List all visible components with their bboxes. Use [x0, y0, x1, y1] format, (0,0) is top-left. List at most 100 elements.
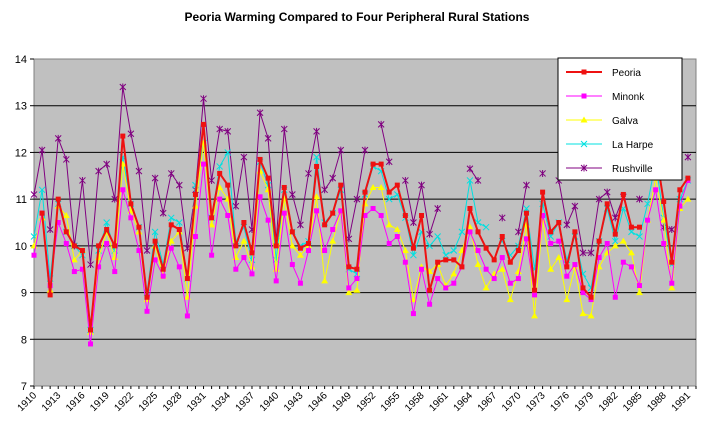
data-point — [288, 190, 296, 198]
y-tick-label: 8 — [21, 334, 27, 346]
data-point — [264, 134, 272, 142]
data-point — [661, 198, 667, 204]
data-point — [39, 210, 45, 216]
y-tick-label: 12 — [15, 147, 27, 159]
data-point — [151, 228, 159, 236]
data-point — [297, 280, 303, 286]
data-point — [314, 163, 320, 169]
data-point — [159, 209, 167, 217]
data-point — [313, 193, 321, 200]
data-point — [143, 247, 151, 255]
data-point — [483, 266, 489, 272]
data-point — [523, 210, 529, 216]
data-point — [160, 266, 166, 272]
legend-swatch-marker — [581, 93, 587, 99]
data-point — [491, 257, 497, 263]
data-point — [507, 280, 513, 286]
x-tick-label: 1931 — [185, 390, 209, 414]
data-point — [563, 221, 571, 229]
x-tick-label: 1967 — [476, 390, 500, 414]
data-point — [135, 167, 143, 175]
data-point — [144, 294, 150, 300]
data-point — [136, 224, 142, 230]
data-point — [87, 261, 94, 269]
data-point — [548, 241, 554, 247]
data-point — [451, 257, 457, 263]
data-point — [580, 290, 586, 296]
data-point — [305, 241, 311, 247]
y-tick-label: 9 — [21, 288, 27, 300]
data-point — [346, 264, 352, 270]
data-point — [370, 161, 376, 167]
data-point — [314, 208, 320, 214]
data-point — [63, 241, 69, 247]
data-point — [587, 312, 595, 319]
data-point — [337, 146, 345, 154]
data-point — [369, 183, 377, 190]
data-point — [249, 250, 255, 256]
legend: Peoria Minonk Galva La Harpe Rushville — [557, 57, 683, 181]
data-point — [55, 220, 61, 225]
data-point — [104, 227, 110, 233]
data-point — [192, 191, 198, 197]
data-point — [217, 196, 223, 202]
data-point — [531, 312, 539, 319]
data-point — [201, 121, 207, 127]
data-point — [443, 257, 449, 263]
data-point — [370, 205, 376, 211]
data-point — [394, 182, 400, 188]
data-point — [385, 158, 393, 166]
data-point — [233, 266, 239, 272]
data-point — [515, 248, 521, 254]
data-point — [378, 161, 384, 167]
data-point — [38, 186, 46, 194]
data-point — [152, 238, 158, 244]
data-point — [112, 269, 118, 275]
data-point — [427, 287, 433, 293]
data-point — [321, 186, 328, 194]
data-point — [645, 217, 651, 223]
data-point — [31, 252, 37, 258]
data-point — [54, 134, 62, 142]
data-point — [175, 181, 183, 189]
data-point — [668, 284, 676, 291]
data-point — [208, 176, 215, 184]
legend-label: Peoria — [612, 68, 641, 79]
data-point — [595, 195, 603, 203]
data-point — [491, 276, 497, 282]
x-tick-label: 1985 — [621, 390, 645, 414]
data-point — [684, 195, 692, 202]
series-line — [517, 185, 527, 232]
series-line — [33, 86, 366, 265]
data-point — [434, 233, 442, 240]
data-point — [322, 222, 328, 228]
data-point — [71, 269, 77, 275]
data-point — [620, 259, 626, 265]
data-point — [88, 327, 94, 333]
data-point — [111, 195, 119, 203]
x-tick-label: 1946 — [306, 390, 330, 414]
data-point — [466, 177, 474, 184]
x-axis: 1910 1913 1916 1919 1922 1925 1928 1931 1934 1937… — [16, 386, 697, 414]
x-tick-label: 1925 — [137, 390, 161, 414]
data-point — [160, 273, 166, 279]
data-point — [532, 292, 538, 298]
data-point — [628, 264, 634, 270]
data-point — [474, 176, 482, 184]
data-point — [248, 263, 256, 270]
data-point — [216, 125, 224, 133]
data-point — [402, 176, 409, 184]
data-point — [515, 276, 521, 282]
data-point — [458, 228, 466, 236]
data-point — [241, 255, 247, 261]
data-point — [579, 310, 587, 317]
data-point — [539, 169, 546, 177]
data-point — [313, 127, 320, 135]
data-point — [209, 215, 215, 221]
data-point — [547, 233, 555, 240]
data-point — [563, 296, 571, 303]
data-point — [330, 210, 336, 216]
data-point — [354, 266, 360, 272]
x-tick-label: 1913 — [40, 390, 64, 414]
data-point — [669, 280, 675, 286]
